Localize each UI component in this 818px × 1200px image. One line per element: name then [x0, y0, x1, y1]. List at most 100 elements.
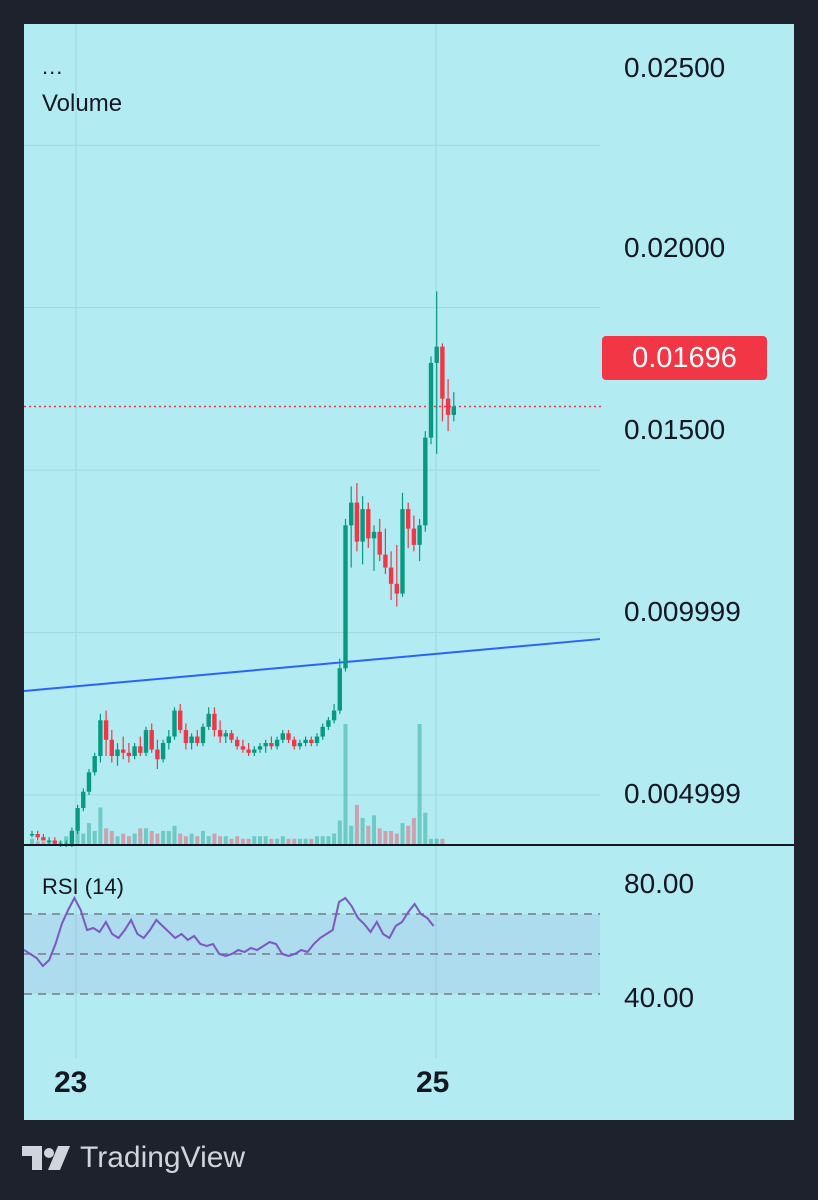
- candle: [103, 710, 109, 757]
- trendline[interactable]: [24, 638, 601, 693]
- volume-bar: [406, 825, 411, 844]
- candle: [269, 736, 274, 750]
- candle-body: [86, 772, 92, 792]
- candle-body: [92, 756, 97, 773]
- candle: [440, 343, 445, 422]
- candle: [246, 743, 251, 757]
- chart-panel[interactable]: ... Volume RSI (14) 0.02500 0.02000 0.01…: [24, 24, 794, 1120]
- candle-body: [257, 746, 263, 750]
- volume-bar: [149, 830, 154, 844]
- volume-bar: [206, 836, 211, 844]
- candle-body: [212, 713, 217, 731]
- volume-bar: [275, 838, 280, 844]
- candle-body: [155, 749, 160, 760]
- candle: [257, 743, 263, 753]
- volume-bar: [286, 838, 291, 844]
- last-price-badge: 0.01696: [602, 336, 767, 380]
- volume-bar: [258, 836, 262, 844]
- legend-volume[interactable]: Volume: [42, 90, 123, 117]
- legend-more[interactable]: ...: [42, 54, 64, 79]
- candle-body: [103, 720, 109, 740]
- volume-bar: [121, 833, 126, 844]
- candle: [326, 717, 331, 731]
- chart-canvas[interactable]: [24, 24, 794, 1120]
- legend-rsi[interactable]: RSI (14): [42, 874, 124, 899]
- candle: [52, 837, 57, 844]
- candle: [360, 496, 365, 565]
- rsi-levels: [24, 913, 600, 995]
- candle-body: [52, 840, 57, 844]
- volume-bar: [30, 838, 34, 844]
- volume-bar: [218, 836, 223, 844]
- candle-body: [343, 525, 348, 669]
- candle: [115, 743, 120, 766]
- candle-body: [35, 834, 40, 838]
- volume-bar: [223, 836, 228, 844]
- candles: [29, 291, 456, 847]
- candle: [29, 830, 35, 838]
- candle-body: [41, 837, 46, 841]
- volume-bar: [389, 830, 394, 844]
- candle: [331, 704, 337, 724]
- volume-bar: [429, 838, 433, 844]
- candle: [388, 551, 394, 601]
- candle: [35, 830, 40, 841]
- candle: [235, 736, 240, 750]
- candle: [445, 379, 451, 432]
- candle-body: [451, 406, 456, 415]
- candle: [411, 515, 417, 552]
- candle-body: [132, 746, 137, 757]
- candle: [75, 804, 80, 834]
- candle: [309, 736, 314, 747]
- candle-body: [309, 739, 314, 744]
- volume-bar: [400, 823, 405, 844]
- candle-body: [252, 749, 257, 753]
- volume-bar: [377, 828, 382, 844]
- candle-body: [195, 736, 200, 744]
- candle: [434, 291, 439, 454]
- candle: [303, 736, 308, 747]
- volume-bar: [201, 830, 205, 844]
- candle-body: [320, 726, 325, 737]
- price-tick: 0.02500: [624, 52, 726, 83]
- candle: [292, 736, 297, 750]
- candle: [155, 739, 160, 770]
- candle-body: [115, 749, 120, 757]
- candle-body: [200, 726, 206, 744]
- candle: [212, 707, 217, 737]
- volume-bar: [383, 830, 388, 844]
- candle-body: [143, 730, 149, 753]
- price-tick: 0.004999: [624, 778, 741, 809]
- volume-bar: [126, 836, 131, 844]
- volume-bar: [263, 836, 268, 844]
- volume-bar: [172, 825, 177, 844]
- candle: [229, 730, 234, 744]
- candle-body: [126, 752, 132, 757]
- volume-bar: [269, 838, 274, 844]
- volume-bar: [354, 804, 359, 844]
- volume-bar: [235, 836, 240, 844]
- volume-bar: [440, 838, 445, 844]
- candle-body: [349, 502, 354, 526]
- candle: [217, 720, 223, 744]
- candle-body: [411, 528, 417, 545]
- candle-body: [388, 567, 394, 584]
- tradingview-brand[interactable]: TradingView: [22, 1140, 245, 1176]
- candle-body: [178, 710, 183, 731]
- candle-body: [138, 746, 143, 753]
- volume-bar: [417, 724, 422, 844]
- volume-bar: [115, 836, 120, 844]
- time-label: 25: [416, 1066, 450, 1099]
- volume-bar: [349, 825, 354, 844]
- candle-body: [183, 730, 189, 744]
- candle: [143, 726, 149, 757]
- candle: [121, 736, 126, 760]
- candle-body: [81, 791, 86, 809]
- volume-bar: [411, 817, 416, 844]
- volume-bar: [161, 830, 166, 844]
- candle: [132, 743, 137, 760]
- candle: [172, 707, 177, 740]
- candle-body: [246, 749, 251, 753]
- candle-body: [337, 668, 342, 711]
- candle-body: [440, 346, 445, 399]
